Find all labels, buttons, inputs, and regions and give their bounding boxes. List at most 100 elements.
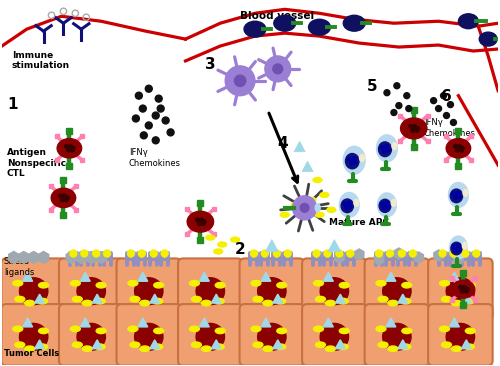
Circle shape (458, 285, 462, 289)
FancyBboxPatch shape (428, 258, 492, 320)
Ellipse shape (340, 328, 349, 333)
Circle shape (450, 250, 457, 257)
Circle shape (70, 250, 77, 257)
Circle shape (70, 149, 74, 152)
Ellipse shape (96, 283, 106, 288)
Ellipse shape (450, 189, 462, 203)
Ellipse shape (327, 207, 336, 212)
FancyBboxPatch shape (178, 258, 242, 320)
Ellipse shape (274, 15, 295, 31)
Ellipse shape (258, 278, 286, 305)
Ellipse shape (388, 300, 398, 306)
Ellipse shape (344, 146, 365, 174)
Ellipse shape (24, 346, 34, 351)
Ellipse shape (277, 283, 286, 288)
Ellipse shape (38, 344, 48, 350)
Ellipse shape (451, 242, 462, 255)
Circle shape (265, 56, 290, 82)
Circle shape (234, 75, 246, 86)
Polygon shape (386, 272, 396, 281)
Text: 3: 3 (206, 57, 216, 72)
Circle shape (386, 205, 390, 209)
Ellipse shape (15, 342, 24, 347)
Ellipse shape (154, 283, 164, 288)
Circle shape (162, 117, 169, 124)
Polygon shape (200, 272, 209, 281)
FancyBboxPatch shape (59, 304, 124, 366)
Ellipse shape (253, 342, 263, 347)
Polygon shape (273, 294, 282, 303)
Ellipse shape (315, 212, 324, 217)
Ellipse shape (82, 346, 92, 351)
Circle shape (68, 145, 72, 148)
Ellipse shape (440, 280, 450, 286)
FancyBboxPatch shape (364, 304, 429, 366)
Ellipse shape (402, 328, 412, 333)
Polygon shape (354, 249, 364, 260)
Ellipse shape (382, 324, 411, 350)
Ellipse shape (38, 328, 48, 333)
Circle shape (458, 145, 461, 148)
Ellipse shape (13, 326, 22, 332)
Ellipse shape (206, 235, 215, 240)
Polygon shape (34, 340, 44, 349)
Circle shape (394, 83, 400, 89)
Ellipse shape (338, 344, 348, 350)
Circle shape (440, 93, 446, 99)
Ellipse shape (379, 199, 391, 212)
Circle shape (384, 203, 388, 207)
Ellipse shape (13, 280, 22, 286)
Ellipse shape (378, 142, 392, 157)
Polygon shape (76, 251, 86, 264)
Circle shape (458, 248, 461, 251)
Circle shape (157, 105, 164, 112)
Ellipse shape (214, 298, 224, 304)
Circle shape (347, 250, 354, 257)
Ellipse shape (388, 346, 398, 351)
Polygon shape (261, 272, 271, 281)
Polygon shape (328, 240, 340, 251)
Circle shape (146, 85, 152, 92)
Polygon shape (66, 251, 76, 264)
Ellipse shape (392, 199, 396, 206)
FancyBboxPatch shape (428, 304, 492, 366)
Text: IFNγ
Chemokines: IFNγ Chemokines (424, 119, 476, 138)
Ellipse shape (95, 298, 105, 304)
Circle shape (196, 218, 199, 221)
Ellipse shape (192, 342, 202, 347)
Circle shape (382, 206, 386, 210)
Ellipse shape (38, 298, 48, 304)
Ellipse shape (134, 278, 163, 305)
Circle shape (386, 149, 390, 152)
Text: IFNγ
Chemokines: IFNγ Chemokines (129, 148, 181, 168)
Ellipse shape (277, 328, 286, 333)
Circle shape (384, 146, 388, 150)
Polygon shape (92, 340, 102, 349)
Circle shape (454, 249, 457, 252)
Circle shape (444, 112, 450, 119)
Ellipse shape (479, 32, 497, 46)
Polygon shape (294, 141, 305, 152)
Circle shape (132, 115, 140, 122)
Circle shape (198, 222, 201, 225)
Circle shape (274, 250, 280, 257)
FancyBboxPatch shape (178, 304, 242, 366)
Ellipse shape (128, 280, 138, 286)
Circle shape (385, 145, 388, 148)
Circle shape (161, 250, 168, 257)
Text: Tumor Cells: Tumor Cells (4, 349, 59, 358)
Circle shape (380, 202, 384, 206)
Ellipse shape (315, 204, 320, 212)
Ellipse shape (360, 154, 364, 161)
Circle shape (410, 250, 416, 257)
FancyBboxPatch shape (240, 304, 304, 366)
Ellipse shape (452, 300, 462, 306)
Ellipse shape (376, 326, 386, 332)
Circle shape (300, 203, 309, 212)
Ellipse shape (57, 139, 82, 158)
Circle shape (136, 92, 142, 99)
Ellipse shape (392, 143, 397, 150)
Circle shape (384, 90, 390, 96)
Polygon shape (454, 254, 463, 265)
Ellipse shape (466, 283, 475, 288)
